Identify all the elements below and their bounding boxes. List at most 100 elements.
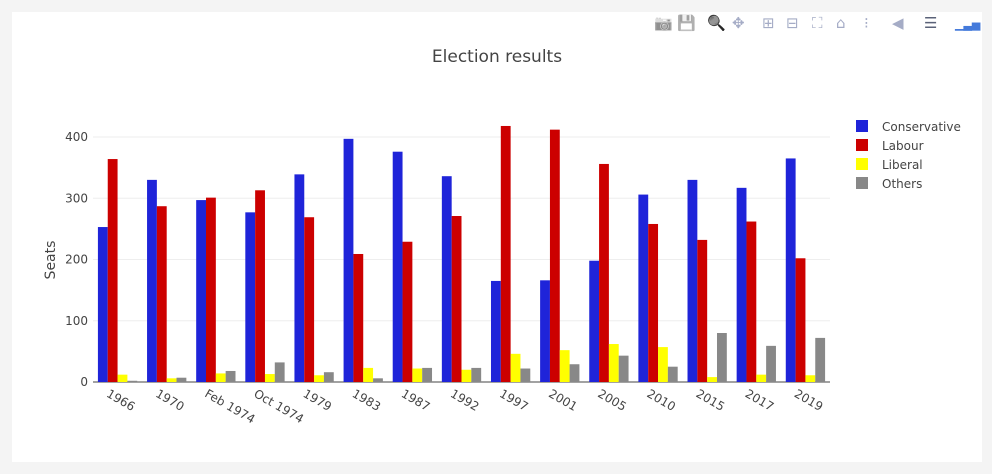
bar-labour-1970[interactable] — [156, 206, 167, 382]
bar-others-1979[interactable] — [323, 372, 334, 382]
bar-liberal-feb-1974[interactable] — [215, 373, 226, 382]
bar-others-2017[interactable] — [766, 345, 776, 382]
bar-labour-2001[interactable] — [549, 129, 560, 382]
bar-conservative-oct-1974[interactable] — [245, 212, 256, 382]
bar-conservative-1987[interactable] — [392, 151, 403, 382]
legend-label[interactable]: Labour — [882, 139, 924, 153]
y-tick-label: 400 — [65, 130, 88, 144]
bar-others-feb-1974[interactable] — [225, 370, 236, 382]
bar-others-oct-1974[interactable] — [274, 362, 285, 382]
bar-labour-1966[interactable] — [107, 159, 118, 382]
bar-liberal-2010[interactable] — [658, 347, 668, 382]
bar-conservative-2019[interactable] — [785, 158, 796, 382]
bar-liberal-2017[interactable] — [756, 374, 767, 382]
bar-labour-1997[interactable] — [500, 125, 511, 382]
legend-label[interactable]: Liberal — [882, 158, 923, 172]
bar-liberal-1983[interactable] — [363, 367, 374, 382]
bar-labour-1983[interactable] — [353, 253, 364, 382]
plot-panel — [12, 12, 982, 462]
y-axis-label: Seats — [43, 241, 59, 280]
bar-labour-2010[interactable] — [648, 223, 659, 382]
zoom-icon[interactable]: 🔍 — [707, 14, 726, 32]
bar-labour-1992[interactable] — [451, 216, 462, 382]
legend-label[interactable]: Conservative — [882, 120, 961, 134]
plotly-logo-icon[interactable]: ▁▃▅ — [955, 18, 981, 31]
home-icon[interactable]: ⌂ — [836, 14, 846, 32]
x-tick-label: 2010 — [645, 386, 678, 413]
x-tick-label: 2005 — [595, 386, 628, 413]
bar-conservative-1979[interactable] — [294, 174, 305, 382]
bar-liberal-1979[interactable] — [314, 375, 324, 382]
bar-conservative-1966[interactable] — [97, 227, 108, 382]
legend-swatch[interactable] — [856, 120, 868, 132]
bar-others-2005[interactable] — [618, 355, 629, 382]
zoom-in-icon[interactable]: ⊞ — [762, 14, 775, 32]
bar-labour-2005[interactable] — [599, 163, 609, 382]
pan-icon[interactable]: ✥ — [732, 14, 745, 32]
bar-labour-2017[interactable] — [746, 221, 757, 382]
x-tick-label: 1992 — [448, 386, 481, 413]
y-tick-label: 0 — [80, 375, 88, 389]
bar-others-2010[interactable] — [667, 366, 678, 382]
bar-liberal-1992[interactable] — [461, 369, 472, 382]
bar-liberal-1987[interactable] — [412, 368, 423, 382]
save-icon[interactable]: 💾 — [677, 14, 696, 32]
bar-conservative-1983[interactable] — [343, 138, 354, 382]
bar-others-1966[interactable] — [127, 380, 138, 382]
camera-icon[interactable]: 📷 — [654, 14, 673, 32]
bar-labour-feb-1974[interactable] — [206, 197, 216, 382]
legend-swatch[interactable] — [856, 139, 868, 151]
bar-others-1983[interactable] — [373, 378, 383, 382]
bar-others-1997[interactable] — [520, 368, 531, 382]
y-tick-label: 200 — [65, 253, 88, 267]
bar-conservative-1997[interactable] — [490, 280, 501, 382]
bar-conservative-2010[interactable] — [638, 194, 649, 382]
bar-others-2019[interactable] — [815, 337, 826, 382]
bar-others-1987[interactable] — [422, 367, 433, 382]
x-tick-label: Feb 1974 — [202, 386, 257, 426]
x-tick-label: 1997 — [497, 386, 530, 413]
bar-conservative-1970[interactable] — [147, 179, 157, 382]
bar-liberal-2019[interactable] — [805, 375, 816, 382]
y-tick-label: 100 — [65, 314, 88, 328]
x-tick-label: 2001 — [546, 386, 579, 413]
bar-labour-oct-1974[interactable] — [255, 190, 265, 382]
bar-liberal-1970[interactable] — [166, 378, 177, 382]
autoscale-icon[interactable]: ⛶ — [812, 14, 823, 32]
spike-lines-icon[interactable]: ⁝ — [864, 14, 869, 32]
bar-labour-2019[interactable] — [795, 258, 806, 382]
legend-label[interactable]: Others — [882, 177, 922, 191]
bar-labour-2015[interactable] — [697, 239, 708, 382]
hover-closest-icon[interactable]: ◀ — [892, 14, 904, 32]
bar-others-2015[interactable] — [716, 333, 727, 382]
bar-conservative-2017[interactable] — [736, 187, 747, 382]
x-tick-label: 1979 — [301, 386, 334, 413]
bar-labour-1979[interactable] — [304, 217, 315, 382]
bar-others-1970[interactable] — [176, 377, 187, 382]
legend-swatch[interactable] — [856, 158, 868, 170]
bar-liberal-oct-1974[interactable] — [264, 374, 275, 382]
x-tick-label: 1983 — [350, 386, 383, 413]
bar-conservative-2001[interactable] — [540, 280, 550, 382]
hover-compare-icon[interactable]: ☰ — [924, 14, 938, 32]
zoom-out-icon[interactable]: ⊟ — [786, 14, 799, 32]
bar-others-2001[interactable] — [569, 364, 580, 382]
x-tick-label: 1970 — [153, 386, 186, 413]
bar-liberal-1966[interactable] — [117, 374, 128, 382]
x-tick-label: Oct 1974 — [251, 386, 306, 426]
bar-liberal-2001[interactable] — [559, 350, 570, 382]
x-tick-label: 2015 — [694, 386, 727, 413]
bar-liberal-2005[interactable] — [608, 344, 619, 382]
bar-labour-1987[interactable] — [402, 241, 413, 382]
bar-liberal-1997[interactable] — [510, 353, 521, 382]
bar-conservative-2015[interactable] — [687, 179, 698, 382]
chart-title: Election results — [432, 47, 562, 67]
legend-swatch[interactable] — [856, 177, 868, 189]
bar-conservative-2005[interactable] — [589, 260, 600, 382]
x-tick-label: 1987 — [399, 386, 432, 413]
bar-others-1992[interactable] — [471, 367, 482, 382]
bar-conservative-1992[interactable] — [441, 176, 452, 382]
bar-liberal-2015[interactable] — [707, 377, 717, 382]
bar-conservative-feb-1974[interactable] — [196, 200, 207, 382]
